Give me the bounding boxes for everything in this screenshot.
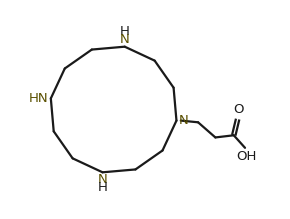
Text: H: H [98, 181, 108, 194]
Text: O: O [233, 103, 244, 116]
Text: N: N [98, 173, 108, 186]
Text: HN: HN [29, 92, 49, 105]
Text: N: N [120, 33, 130, 46]
Text: H: H [120, 25, 130, 39]
Text: N: N [179, 114, 189, 127]
Text: OH: OH [236, 150, 256, 163]
